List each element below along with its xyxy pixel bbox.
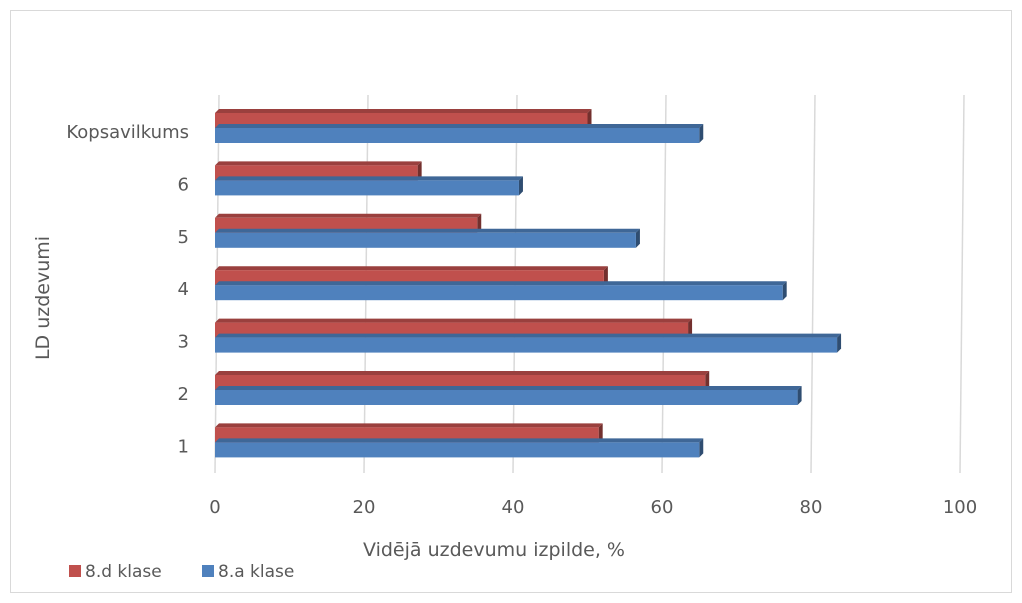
category-labels: 1 2 3 4 5 6 Kopsavilkums [66, 122, 189, 457]
category-label: Kopsavilkums [66, 122, 189, 143]
legend-label: 8.a klase [218, 562, 294, 582]
legend-swatch [202, 565, 214, 577]
bar-chart: 1 2 3 4 5 6 Kopsavilkums 0 20 40 60 80 100 Vidējā u… [32, 94, 977, 582]
legend: 8.d klase 8.a klase [69, 562, 294, 582]
category-label: 5 [178, 227, 189, 248]
category-label: 1 [178, 436, 189, 457]
x-tick-label: 100 [943, 497, 977, 518]
bar [215, 176, 523, 196]
bars [215, 109, 842, 458]
gridline [959, 94, 965, 474]
bar [215, 333, 842, 353]
category-label: 4 [178, 279, 189, 300]
legend-label: 8.d klase [85, 562, 162, 582]
bar [215, 228, 640, 248]
category-label: 3 [178, 332, 189, 353]
x-tick-labels: 0 20 40 60 80 100 [209, 497, 977, 518]
category-label: 2 [178, 384, 189, 405]
x-tick-label: 40 [502, 497, 525, 518]
legend-swatch [69, 565, 81, 577]
x-tick-label: 80 [800, 497, 823, 518]
bar [215, 281, 787, 301]
chart-area: 1 2 3 4 5 6 Kopsavilkums 0 20 40 60 80 100 Vidējā u… [10, 10, 1012, 593]
gridline [810, 94, 816, 474]
bar [215, 386, 802, 405]
x-axis-title: Vidējā uzdevumu izpilde, % [363, 539, 625, 561]
x-tick-label: 20 [353, 497, 376, 518]
bar [215, 124, 704, 143]
legend-item: 8.a klase [202, 562, 294, 582]
category-label: 6 [178, 174, 189, 195]
y-axis-title: LD uzdevumi [32, 236, 54, 360]
bar [215, 438, 704, 458]
x-tick-label: 60 [651, 497, 674, 518]
x-tick-label: 0 [209, 497, 220, 518]
legend-item: 8.d klase [69, 562, 162, 582]
